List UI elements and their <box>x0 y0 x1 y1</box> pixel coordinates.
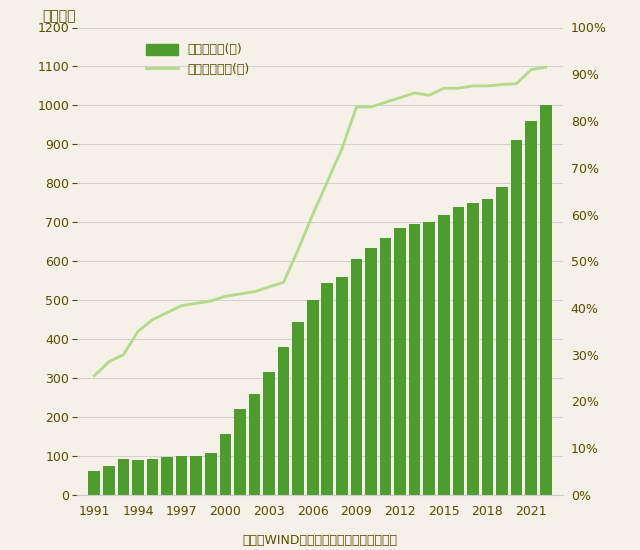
Bar <box>351 259 362 495</box>
Text: 出所：WINDデータよりアイザワ証券作成: 出所：WINDデータよりアイザワ証券作成 <box>243 535 397 547</box>
Bar <box>380 238 391 495</box>
Bar <box>88 471 100 495</box>
Bar <box>278 347 289 495</box>
Text: （万人）: （万人） <box>43 9 76 23</box>
Bar <box>438 214 450 495</box>
Bar <box>147 459 158 495</box>
Bar <box>205 453 216 495</box>
Bar <box>540 106 552 495</box>
Bar <box>336 277 348 495</box>
Bar <box>132 460 144 495</box>
Bar <box>249 394 260 495</box>
Bar <box>394 228 406 495</box>
Bar <box>365 248 377 495</box>
Bar <box>409 224 420 495</box>
Bar <box>263 372 275 495</box>
Bar <box>511 140 522 495</box>
Bar <box>452 207 464 495</box>
Bar <box>424 222 435 495</box>
Bar <box>220 434 231 495</box>
Bar <box>103 466 115 495</box>
Bar <box>118 459 129 495</box>
Bar <box>234 409 246 495</box>
Bar <box>482 199 493 495</box>
Bar <box>161 457 173 495</box>
Bar <box>321 283 333 495</box>
Bar <box>190 456 202 495</box>
Bar <box>525 121 537 495</box>
Bar <box>292 322 304 495</box>
Legend: 大学新入生(左), 高校の進学率(右): 大学新入生(左), 高校の進学率(右) <box>141 39 255 81</box>
Bar <box>307 300 319 495</box>
Bar <box>467 203 479 495</box>
Bar <box>176 456 188 495</box>
Bar <box>496 187 508 495</box>
